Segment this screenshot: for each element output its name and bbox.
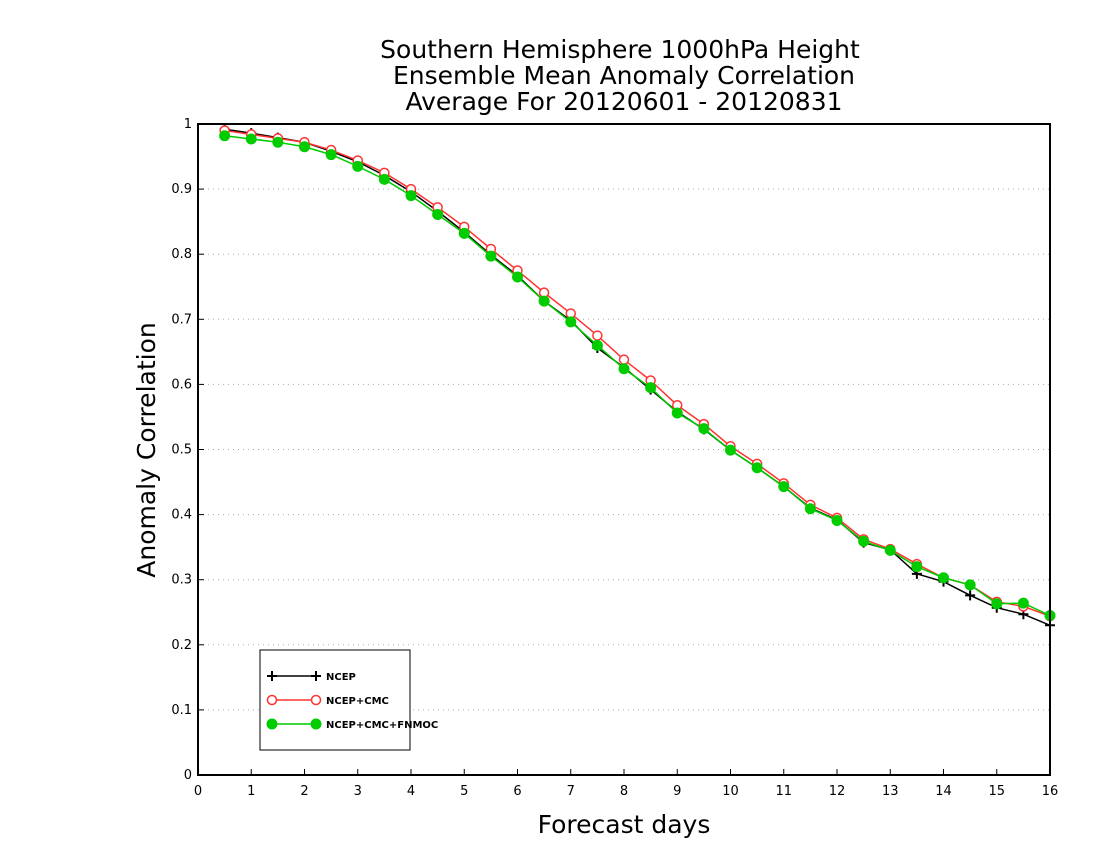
data-point bbox=[751, 462, 763, 474]
data-point bbox=[405, 190, 417, 202]
legend-item: NCEP+CMC bbox=[266, 694, 389, 707]
data-point bbox=[725, 444, 736, 456]
y-tick-label: 0.6 bbox=[171, 377, 192, 392]
data-point bbox=[858, 535, 870, 547]
data-point bbox=[618, 354, 630, 365]
x-tick-label: 3 bbox=[354, 784, 362, 799]
legend-marker bbox=[267, 671, 277, 681]
x-tick-label: 8 bbox=[620, 784, 628, 799]
data-point bbox=[1017, 597, 1029, 609]
data-point bbox=[964, 579, 976, 591]
data-point bbox=[592, 330, 603, 341]
x-tick-label: 11 bbox=[775, 784, 792, 799]
legend-label: NCEP+CMC bbox=[326, 696, 389, 707]
legend-marker bbox=[266, 694, 278, 706]
data-point bbox=[804, 503, 816, 515]
x-tick-label: 2 bbox=[300, 784, 308, 799]
data-point bbox=[991, 598, 1003, 610]
x-tick-label: 6 bbox=[513, 784, 521, 799]
data-point bbox=[645, 382, 657, 394]
legend-marker bbox=[310, 694, 322, 706]
data-point bbox=[245, 133, 257, 145]
series-ncep-cmc-fnmoc bbox=[219, 130, 1056, 622]
x-tick-label: 14 bbox=[935, 784, 952, 799]
data-point bbox=[512, 271, 523, 283]
y-tick-label: 1 bbox=[184, 117, 192, 132]
y-tick-label: 0.4 bbox=[171, 508, 192, 523]
series-line bbox=[224, 128, 1051, 626]
data-point bbox=[432, 208, 444, 220]
series-ncep-cmc bbox=[219, 125, 1056, 622]
data-point bbox=[618, 363, 630, 375]
y-tick-label: 0.8 bbox=[171, 247, 192, 262]
y-tick-label: 0.5 bbox=[171, 443, 192, 458]
data-point bbox=[698, 423, 710, 435]
data-point bbox=[565, 316, 577, 328]
title-line-3: Average For 20120601 - 20120831 bbox=[405, 87, 842, 116]
legend-marker bbox=[310, 718, 322, 730]
y-tick-label: 0.2 bbox=[171, 638, 192, 653]
x-tick-label: 1 bbox=[247, 784, 255, 799]
x-tick-label: 5 bbox=[460, 784, 468, 799]
data-point bbox=[458, 227, 470, 239]
y-tick-label: 0.1 bbox=[171, 703, 192, 718]
legend-item: NCEP+CMC+FNMOC bbox=[266, 718, 438, 731]
series-ncep bbox=[219, 124, 1055, 631]
y-tick-label: 0.7 bbox=[171, 312, 192, 327]
x-tick-label: 16 bbox=[1042, 784, 1059, 799]
legend-marker bbox=[311, 671, 321, 681]
data-point bbox=[965, 590, 976, 601]
data-point bbox=[778, 481, 790, 493]
x-axis-label: Forecast days bbox=[538, 810, 711, 839]
x-tick-label: 13 bbox=[882, 784, 899, 799]
data-point bbox=[831, 514, 843, 526]
title-line-1: Southern Hemisphere 1000hPa Height bbox=[380, 35, 860, 64]
plot-frame bbox=[197, 123, 1051, 776]
x-tick-label: 10 bbox=[722, 784, 739, 799]
data-point bbox=[219, 130, 231, 142]
data-point bbox=[272, 136, 284, 148]
y-axis-ticks: 0 0.1 0.2 0.3 0.4 0.5 0.6 0.7 0.8 0.9 1 bbox=[171, 117, 204, 783]
data-point bbox=[538, 295, 550, 307]
legend-marker bbox=[266, 718, 278, 730]
legend-label: NCEP bbox=[326, 672, 356, 683]
data-point bbox=[911, 561, 923, 573]
y-axis-label: Anomaly Correlation bbox=[132, 322, 161, 577]
chart-title: Southern Hemisphere 1000hPa Height Ensem… bbox=[380, 35, 860, 116]
legend-items: NCEP NCEP+CMC NCEP+CMC+FNMOC bbox=[266, 671, 438, 731]
horizontal-gridlines bbox=[198, 123, 1050, 711]
legend: NCEP NCEP+CMC NCEP+CMC+FNMOC bbox=[259, 649, 438, 751]
legend-label: NCEP+CMC+FNMOC bbox=[326, 720, 438, 731]
x-tick-label: 9 bbox=[673, 784, 681, 799]
x-tick-label: 0 bbox=[194, 784, 202, 799]
series-line bbox=[224, 134, 1051, 617]
x-tick-label: 12 bbox=[829, 784, 846, 799]
data-point bbox=[671, 407, 683, 419]
y-tick-label: 0 bbox=[184, 768, 192, 783]
series-layer bbox=[219, 124, 1056, 631]
data-point bbox=[299, 141, 310, 153]
legend-item: NCEP bbox=[267, 671, 356, 683]
data-point bbox=[352, 160, 364, 172]
x-tick-label: 4 bbox=[407, 784, 415, 799]
data-point bbox=[485, 250, 497, 262]
data-point bbox=[938, 572, 949, 584]
series-line bbox=[224, 129, 1051, 617]
y-tick-label: 0.9 bbox=[171, 182, 192, 197]
x-tick-label: 7 bbox=[567, 784, 575, 799]
y-tick-label: 0.3 bbox=[171, 573, 192, 588]
data-point bbox=[884, 544, 896, 556]
data-point bbox=[591, 339, 603, 351]
title-line-2: Ensemble Mean Anomaly Correlation bbox=[393, 61, 855, 90]
data-point bbox=[325, 149, 337, 161]
x-tick-label: 15 bbox=[988, 784, 1005, 799]
x-axis-ticks: 0 1 2 3 4 5 6 7 8 9 10 11 12 13 14 15 16 bbox=[194, 769, 1058, 799]
data-point bbox=[378, 173, 390, 185]
